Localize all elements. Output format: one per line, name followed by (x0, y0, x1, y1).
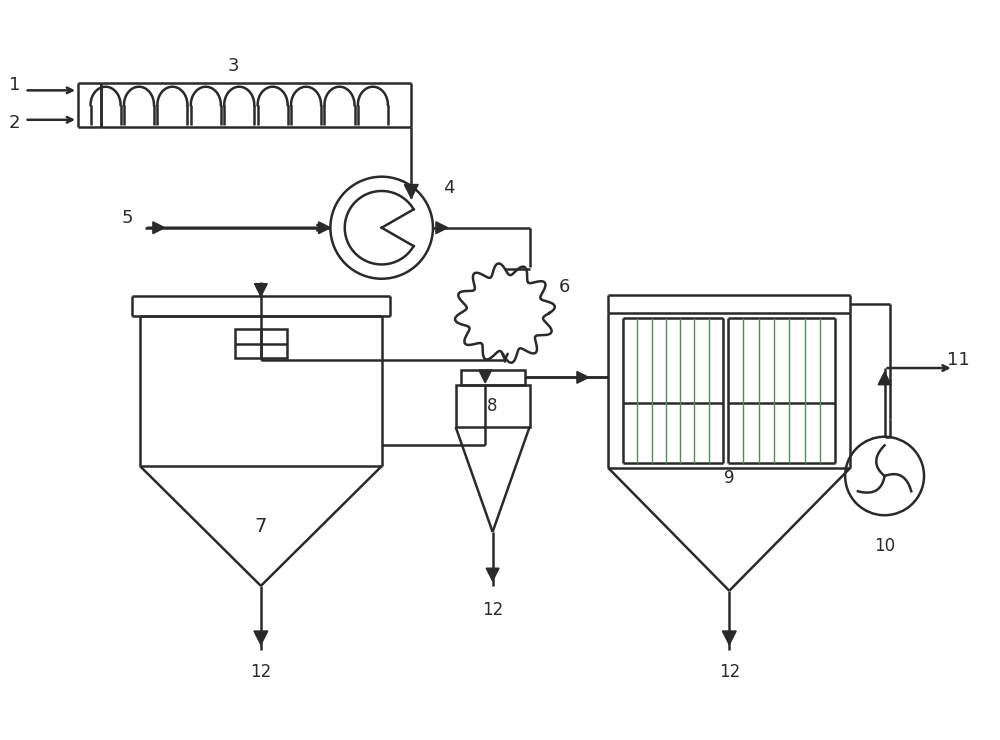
Polygon shape (404, 184, 418, 198)
Polygon shape (722, 631, 736, 645)
Text: 12: 12 (719, 663, 740, 682)
Text: 5: 5 (122, 209, 133, 227)
Polygon shape (153, 222, 165, 234)
Polygon shape (486, 568, 499, 581)
Polygon shape (436, 222, 448, 234)
Text: 4: 4 (443, 180, 454, 198)
Text: 11: 11 (947, 352, 970, 369)
Bar (456, 385, 530, 427)
Text: 12: 12 (482, 602, 503, 619)
Text: 2: 2 (9, 114, 21, 132)
Text: 6: 6 (558, 278, 570, 295)
Polygon shape (254, 631, 268, 645)
Polygon shape (878, 372, 891, 385)
Text: 1: 1 (9, 76, 21, 95)
Text: 10: 10 (874, 536, 895, 555)
Bar (461, 370, 525, 385)
Polygon shape (577, 371, 589, 383)
Polygon shape (479, 370, 492, 383)
Text: 3: 3 (228, 57, 240, 75)
Polygon shape (345, 191, 414, 264)
Text: 9: 9 (724, 469, 735, 487)
Text: 12: 12 (250, 663, 271, 682)
Text: 7: 7 (255, 517, 267, 536)
Text: 8: 8 (487, 397, 498, 415)
Polygon shape (319, 222, 330, 234)
Polygon shape (254, 283, 267, 297)
Bar (235, 329, 287, 358)
